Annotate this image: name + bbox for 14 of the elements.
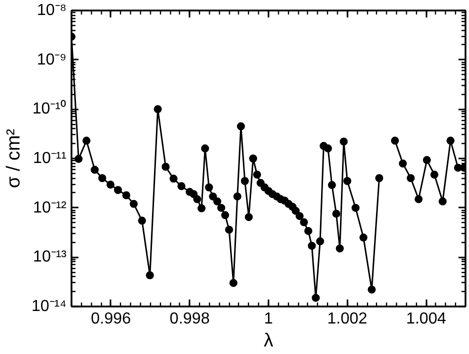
x-tick-label: 0.996 <box>90 310 132 328</box>
y-tick-label: 10⁻⁹ <box>36 51 67 68</box>
x-axis-title: λ <box>264 330 274 352</box>
y-tick-label: 10⁻¹⁴ <box>32 298 67 315</box>
y-tick-label: 10⁻¹² <box>33 199 68 216</box>
x-tick-label: 0.998 <box>170 310 210 328</box>
y-tick-label: 10⁻¹¹ <box>33 150 66 167</box>
y-tick-label: 10⁻¹⁰ <box>32 100 66 118</box>
x-tick-label: 1.004 <box>406 310 446 328</box>
y-tick-label: 10⁻⁸ <box>36 2 66 19</box>
y-tick-label: 10⁻¹³ <box>33 248 68 266</box>
x-tick-label: 1 <box>264 310 274 328</box>
x-tick-label: 1.002 <box>327 310 368 328</box>
y-axis-title: σ / cm² <box>4 128 24 188</box>
